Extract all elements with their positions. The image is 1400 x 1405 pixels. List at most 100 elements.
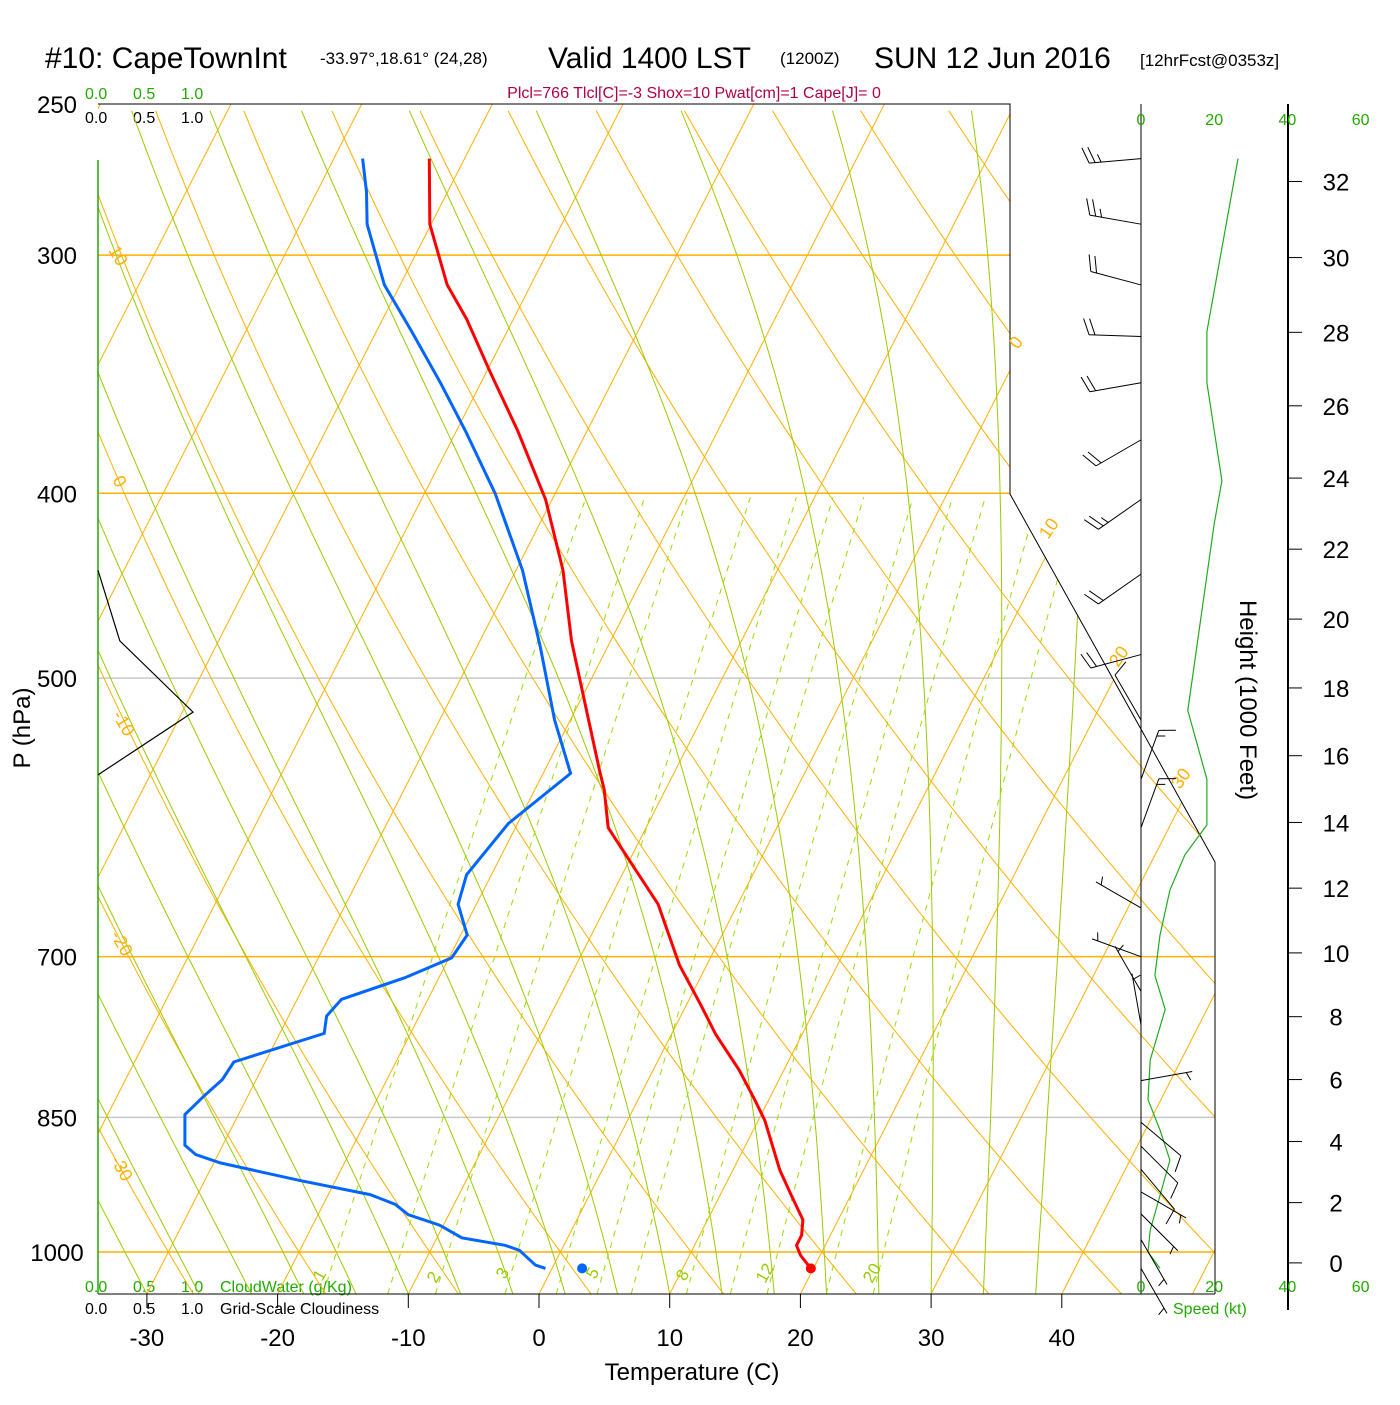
dry-adiabat-label: -20	[107, 927, 137, 960]
wind-barb-half-feather	[1159, 1308, 1164, 1315]
wind-barb-staff	[1141, 1214, 1178, 1251]
dry-adiabat-label: 0	[109, 472, 131, 491]
dry-adiabat-line	[773, 111, 1400, 1294]
cloudiness-label: Grid-Scale Cloudiness	[220, 1301, 379, 1318]
cloudwater-tick: 0.0	[85, 86, 107, 103]
wind-barb	[1092, 932, 1141, 956]
cloudwater-scale-top: 0.0 0.5 1.0	[85, 86, 203, 103]
height-tick-label: 24	[1323, 466, 1350, 493]
height-tick-label: 26	[1323, 394, 1350, 421]
dry-adiabat-line	[244, 111, 989, 1294]
temperature-tick-label: 0	[532, 1325, 545, 1352]
wind-barb-staff	[1132, 974, 1141, 1025]
height-tick-label: 14	[1323, 810, 1350, 837]
moist-adiabat-line	[832, 111, 933, 1294]
wind-barb-staff	[1090, 383, 1141, 392]
moist-adiabat-line	[3, 111, 513, 1294]
wind-barb-half-feather	[1186, 1073, 1190, 1080]
zulu-time: (1200Z)	[780, 49, 840, 68]
moist-adiabat-line	[132, 111, 618, 1294]
speed-tick-label: 0	[1137, 112, 1146, 129]
wind-barb-feather	[1171, 1183, 1178, 1199]
wind-barb-staff	[1115, 946, 1141, 991]
wind-speed-profile	[1148, 159, 1238, 1269]
wind-barb-feather	[1087, 198, 1090, 215]
wind-barb	[1082, 147, 1141, 163]
isotherm-line	[147, 104, 754, 1294]
height-tick-label: 30	[1323, 246, 1350, 273]
dry-adiabat-label: -30	[107, 1152, 137, 1185]
moist-adiabat-line	[302, 111, 723, 1294]
pressure-tick-label: 850	[37, 1105, 77, 1132]
wind-barb-half-feather	[1100, 209, 1102, 217]
wind-barb	[1087, 198, 1141, 224]
mixing-ratio-line	[323, 497, 586, 1294]
wind-barb-feather	[1084, 319, 1089, 335]
wind-barb-half-feather	[1170, 1246, 1174, 1254]
speed-axis-label: Speed (kt)	[1173, 1301, 1247, 1318]
station-title: #10: CapeTownInt	[45, 42, 287, 75]
valid-time: Valid 1400 LST	[548, 42, 751, 75]
mixing-ratio-label: 12	[752, 1260, 778, 1286]
height-tick-label: 12	[1323, 876, 1350, 903]
wind-barb-staff	[1141, 1146, 1178, 1183]
cloudiness-profile	[98, 570, 193, 775]
temperature-tick-label: 30	[918, 1325, 945, 1352]
dry-adiabat-line	[0, 111, 591, 1294]
speed-tick-label: 20	[1205, 1279, 1223, 1296]
pressure-tick-label: 250	[37, 92, 77, 119]
x-axis-label: Temperature (C)	[605, 1359, 780, 1386]
isotherm-line	[278, 104, 885, 1294]
cloudiness-scale-top: 0.0 0.5 1.0	[85, 110, 203, 127]
mixing-ratio-label: 2	[423, 1268, 444, 1286]
isotherm-label: 20	[1105, 642, 1133, 670]
height-tick-label: 8	[1329, 1005, 1342, 1032]
wind-barb	[1089, 254, 1141, 284]
cloudiness-scale-bottom: 0.0 0.5 1.0 Grid-Scale Cloudiness	[85, 1301, 379, 1318]
wind-barb-feather	[1088, 147, 1095, 162]
wind-barb-staff	[1141, 1122, 1181, 1155]
stability-indices: Plcl=766 Tlcl[C]=-3 Shox=10 Pwat[cm]=1 C…	[507, 85, 881, 102]
surface-temperature-marker	[806, 1263, 816, 1273]
wind-barb	[1141, 779, 1176, 828]
cloudwater-tick: 0.5	[133, 86, 155, 103]
pressure-tick-label: 500	[37, 666, 77, 693]
cloudiness-tick: 0.5	[133, 1301, 155, 1318]
pressure-tick-label: 1000	[30, 1240, 83, 1267]
speed-tick-label: 0	[1137, 1279, 1146, 1296]
cloudwater-tick: 0.0	[85, 1279, 107, 1296]
temperature-tick-label: -10	[391, 1325, 426, 1352]
cloudiness-tick: 0.0	[85, 110, 107, 127]
temperature-tick-label: 10	[656, 1325, 683, 1352]
height-tick-label: 28	[1323, 320, 1350, 347]
wind-barb	[1141, 1122, 1181, 1172]
height-tick-label: 4	[1329, 1130, 1342, 1157]
wind-barb	[1083, 440, 1141, 466]
mixing-ratio-line	[505, 497, 750, 1294]
dry-adiabat-label: -10	[109, 707, 139, 740]
wind-barb	[1084, 574, 1141, 604]
wind-barb	[1141, 1072, 1192, 1081]
isotherm-label: 10	[1035, 514, 1063, 542]
moist-adiabat-line	[1036, 111, 1090, 1294]
wind-barb-feather	[1095, 256, 1097, 273]
wind-barb-staff	[1115, 675, 1141, 720]
wind-barb-feather	[1090, 319, 1095, 335]
wind-barb-staff	[1089, 335, 1141, 337]
wind-barb-staff	[1141, 779, 1159, 828]
wind-barb-staff	[1141, 1239, 1167, 1284]
wind-barb	[1081, 376, 1141, 392]
temperature-line	[429, 159, 811, 1269]
moist-adiabat-line	[681, 111, 879, 1294]
moist-adiabat-line	[409, 111, 774, 1294]
temperature-tick-label: -30	[130, 1325, 165, 1352]
wind-barb-feather	[1089, 254, 1091, 271]
pressure-tick-label: 700	[37, 945, 77, 972]
wind-barb	[1115, 662, 1141, 720]
isotherm-line	[1193, 104, 1400, 1294]
forecast-date: SUN 12 Jun 2016	[874, 42, 1111, 75]
cloudwater-label: CloudWater (g/Kg)	[220, 1279, 352, 1296]
cloudwater-tick: 0.5	[133, 1279, 155, 1296]
station-coords: -33.97°,18.61° (24,28)	[320, 49, 488, 68]
